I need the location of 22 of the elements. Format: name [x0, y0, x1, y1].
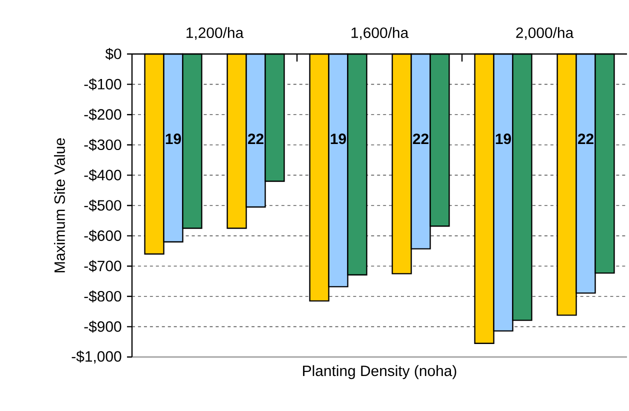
y-tick-label: -$200	[84, 108, 122, 121]
x-tick-label: 19	[166, 134, 181, 144]
x-tick-label: 22	[412, 134, 428, 144]
text: 2,000/ha	[516, 27, 574, 40]
y-tick-label: -$400	[84, 169, 122, 182]
x-tick-label: 22	[248, 134, 264, 144]
text: 1,600/ha	[352, 27, 409, 40]
y-tick-label: -$1,000	[72, 350, 122, 364]
y-tick-label: -$900	[84, 320, 122, 333]
x-tick-label: 22	[578, 134, 594, 144]
y-tick-label: -$600	[84, 230, 122, 242]
y-tick-label: -$300	[84, 138, 122, 151]
y-tick-label: -$500	[84, 199, 122, 212]
y-tick-label: -$100	[84, 78, 122, 90]
y-tick-label: -$800	[84, 290, 122, 302]
x-tick-label: 19	[330, 134, 346, 144]
x-axis-title: Planting Density (noha)	[303, 365, 456, 380]
x-tick-label: 19	[496, 134, 511, 144]
y-axis-title: Maximum Site Value	[54, 138, 65, 272]
text: 1,200/ha	[186, 27, 244, 40]
y-tick-label: $0	[105, 48, 122, 60]
y-tick-label: -$700	[84, 260, 122, 272]
